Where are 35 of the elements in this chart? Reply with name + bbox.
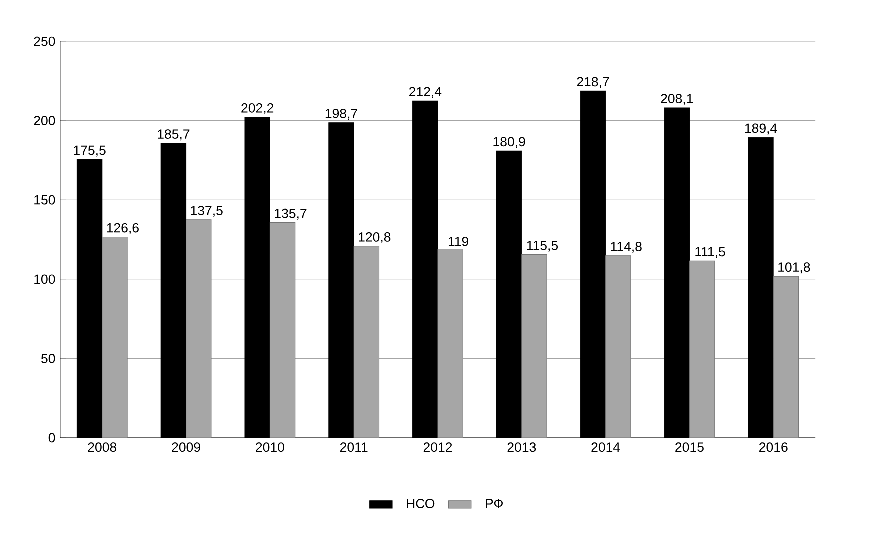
x-tick-label: 2015 [676,442,704,452]
data-label: 175,5 [74,146,106,157]
data-label: 119 [448,236,469,246]
data-label: 115,5 [527,240,558,252]
data-label: 208,1 [661,94,694,105]
y-tick-label: 150 [34,195,56,205]
data-label: 101,8 [778,262,810,274]
x-tick-label: 2011 [340,442,368,452]
x-tick-label: 2012 [424,442,452,452]
data-label: 135,7 [275,208,307,220]
legend-label: НСО [407,498,435,508]
y-tick-label: 200 [34,116,56,126]
data-label: 126,6 [107,223,139,234]
data-label: 137,5 [191,206,223,217]
data-label: 218,7 [577,77,610,88]
y-tick-label: 100 [34,274,56,284]
x-tick-label: 2010 [256,442,284,452]
legend-label: РФ [486,499,503,508]
y-tick-label: 0 [48,433,56,443]
data-label: 180,9 [494,137,526,148]
data-label: 120,8 [359,232,391,244]
x-tick-label: 2008 [88,442,117,452]
data-label: 212,4 [409,87,442,98]
x-tick-label: 2014 [592,442,620,452]
y-tick-label: 250 [34,36,56,46]
x-tick-label: 2013 [508,442,536,452]
data-label: 198,7 [326,108,358,120]
x-tick-label: 2016 [760,442,788,452]
data-label: 185,7 [158,130,190,141]
data-label: 114,8 [611,242,642,253]
data-label: 202,2 [242,103,274,114]
data-label: 189,4 [745,124,778,135]
data-label: 111,5 [696,247,726,258]
y-tick-label: 50 [42,354,56,364]
x-tick-label: 2009 [172,442,200,452]
